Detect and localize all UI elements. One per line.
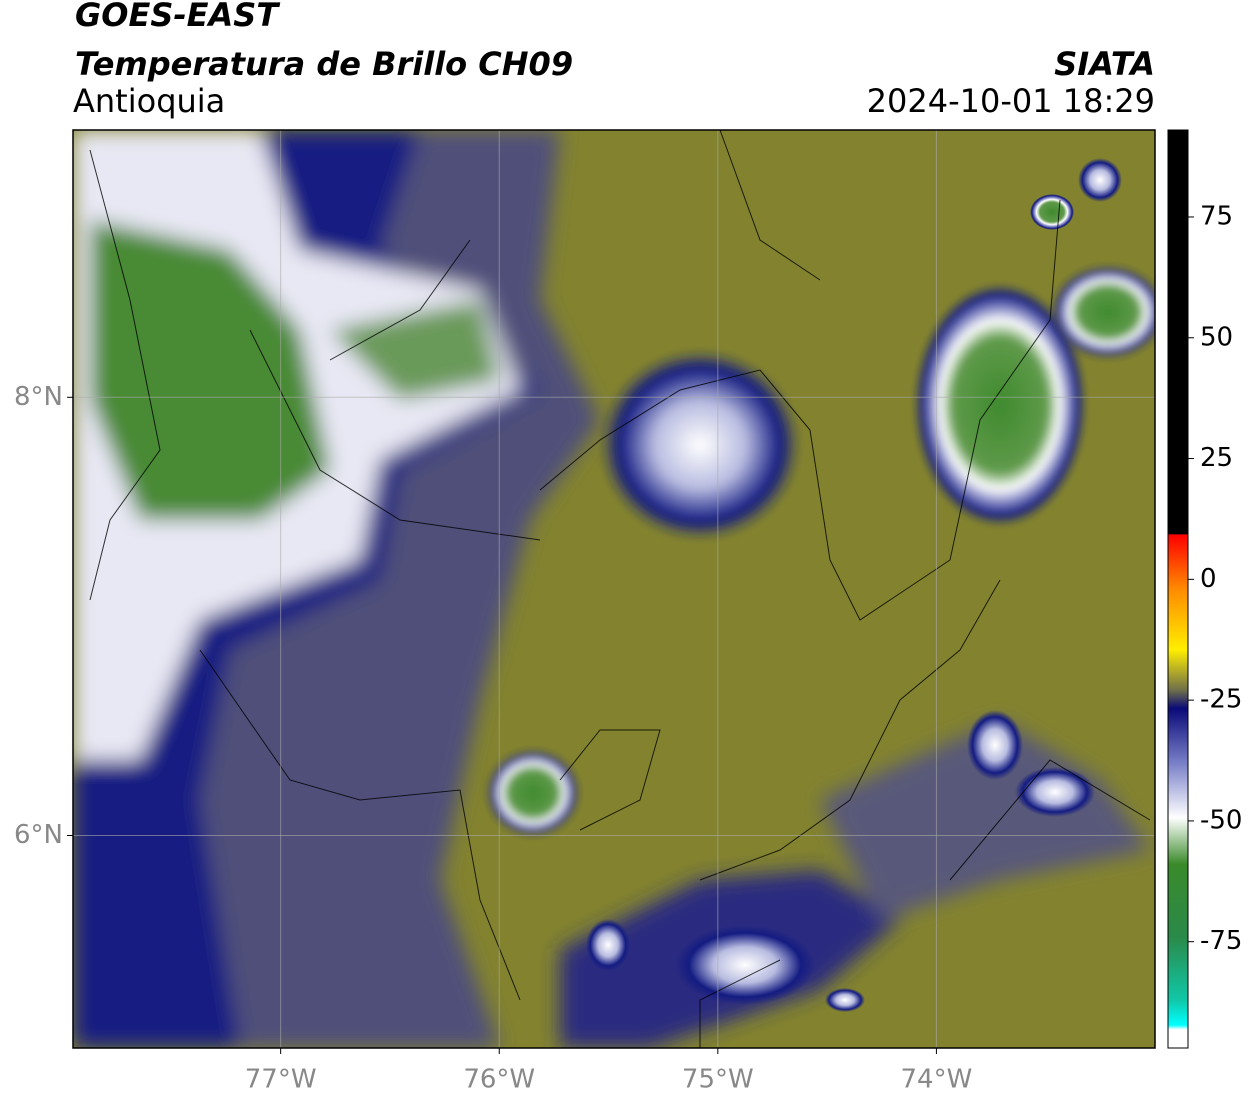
region: Antioquia bbox=[73, 82, 225, 120]
colorbar-tick-label: -25 bbox=[1200, 685, 1242, 715]
map-frame bbox=[72, 129, 1156, 1049]
source: SIATA bbox=[1054, 45, 1155, 83]
title: GOES-EAST bbox=[75, 0, 280, 34]
colorbar-tick-label: 75 bbox=[1200, 201, 1233, 231]
colorbar bbox=[1167, 129, 1189, 1049]
y-tick-label: 6°N bbox=[14, 820, 63, 850]
satellite-image bbox=[73, 130, 1155, 1048]
x-tick-label: 74°W bbox=[901, 1065, 973, 1095]
y-tick-label: 8°N bbox=[14, 382, 63, 412]
x-tick-label: 77°W bbox=[245, 1065, 317, 1095]
colorbar-tick-label: -75 bbox=[1200, 926, 1242, 956]
datetime: 2024-10-01 18:29 bbox=[867, 82, 1155, 120]
colorbar-tick-label: 25 bbox=[1200, 443, 1233, 473]
x-tick-label: 76°W bbox=[463, 1065, 535, 1095]
colorbar-tick-label: 50 bbox=[1200, 322, 1233, 352]
x-tick-label: 75°W bbox=[682, 1065, 754, 1095]
colorbar-tick-label: -50 bbox=[1200, 805, 1242, 835]
colorbar-tick-label: 0 bbox=[1200, 564, 1217, 594]
subtitle: Temperatura de Brillo CH09 bbox=[75, 45, 573, 83]
